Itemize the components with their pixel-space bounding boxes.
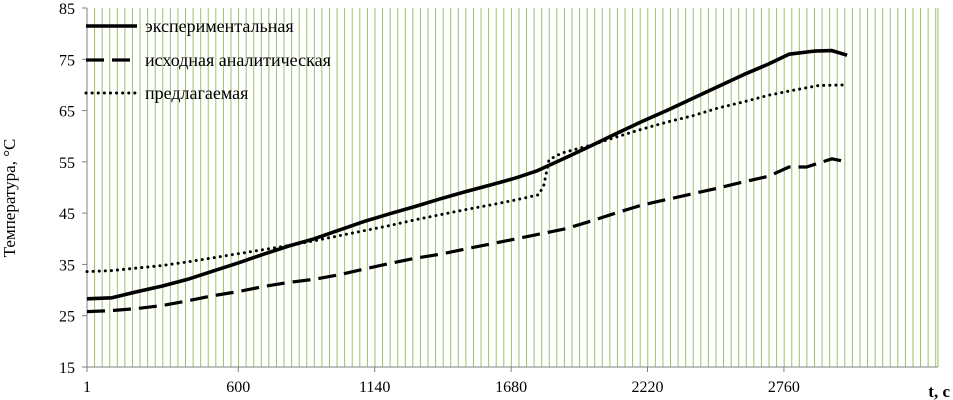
x-tick-label: 2220 <box>632 379 664 396</box>
y-tick-label: 25 <box>59 309 75 326</box>
legend-label-3: предлагаемая <box>145 83 248 103</box>
legend-label-1: экспериментальная <box>145 16 294 36</box>
series <box>85 48 849 314</box>
y-tick-label: 85 <box>59 1 75 18</box>
x-tick-label: 1680 <box>495 379 527 396</box>
y-tick-label: 15 <box>59 360 75 377</box>
y-tick-label: 75 <box>59 52 75 69</box>
series-line-2 <box>86 157 848 314</box>
x-tick-label: 1 <box>83 379 91 396</box>
x-tick-label: 600 <box>226 379 250 396</box>
x-tick-label: 2760 <box>768 379 800 396</box>
y-tick-label: 65 <box>59 104 75 121</box>
legend-label-2: исходная аналитическая <box>145 50 331 70</box>
series-line-1 <box>86 48 848 301</box>
y-axis-title: Температура, °С <box>0 139 19 258</box>
legend: экспериментальная исходная аналитическая п… <box>84 16 331 103</box>
x-tick-label: 1140 <box>359 379 390 396</box>
axes <box>82 7 938 372</box>
x-axis-title: t, c <box>928 382 950 400</box>
tick-labels: 15 25 35 45 55 65 75 85 1 600 1140 1680 2220 2760 <box>59 1 800 396</box>
grid <box>86 8 939 367</box>
y-tick-label: 45 <box>59 206 75 223</box>
series-line-3 <box>85 83 849 274</box>
y-tick-label: 55 <box>59 155 75 172</box>
y-tick-label: 35 <box>59 257 75 274</box>
